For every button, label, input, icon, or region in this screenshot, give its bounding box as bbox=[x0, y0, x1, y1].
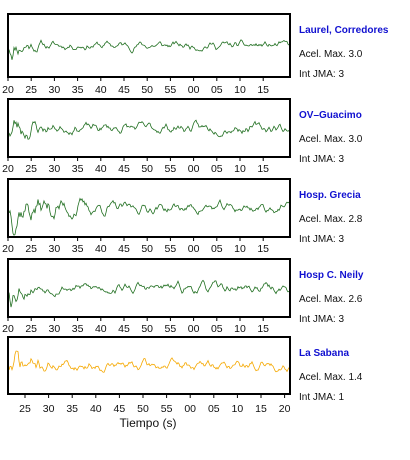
intensity-label: Int JMA: 3 bbox=[299, 154, 344, 165]
x-tick-label: 35 bbox=[72, 84, 84, 96]
x-tick-label: 35 bbox=[72, 243, 84, 255]
x-tick-label: 05 bbox=[208, 403, 220, 415]
seismogram-panel: 20 25 30 35 40 45 50 55 00 05 10 15 OV–Guacimo Acel. … bbox=[2, 98, 363, 175]
x-tick-label: 10 bbox=[234, 243, 246, 255]
x-tick-label: 50 bbox=[141, 163, 153, 175]
x-tick-label: 50 bbox=[141, 84, 153, 96]
x-tick-label: 15 bbox=[257, 243, 269, 255]
x-tick-label: 25 bbox=[25, 323, 37, 335]
accel-max-label: Acel. Max. 1.4 bbox=[299, 372, 363, 383]
accel-max-label: Acel. Max. 3.0 bbox=[299, 134, 363, 145]
x-tick-label: 15 bbox=[257, 84, 269, 96]
intensity-label: Int JMA: 3 bbox=[299, 234, 344, 245]
x-tick-label: 05 bbox=[211, 163, 223, 175]
x-tick-label: 35 bbox=[72, 163, 84, 175]
x-tick-label: 55 bbox=[165, 84, 177, 96]
x-tick-label: 20 bbox=[2, 163, 14, 175]
x-tick-label: 10 bbox=[232, 403, 244, 415]
x-tick-label: 40 bbox=[95, 84, 107, 96]
x-tick-label: 00 bbox=[188, 243, 200, 255]
x-tick-label: 55 bbox=[165, 243, 177, 255]
x-tick-label: 25 bbox=[25, 84, 37, 96]
intensity-label: Int JMA: 3 bbox=[299, 69, 344, 80]
x-tick-label: 20 bbox=[2, 243, 14, 255]
waveform-line bbox=[8, 39, 290, 60]
x-tick-label: 30 bbox=[49, 163, 61, 175]
station-name: Laurel, Corredores bbox=[299, 25, 389, 36]
station-name: Hosp. Grecia bbox=[299, 190, 361, 201]
seismogram-panel: 25 30 35 40 45 50 55 00 05 10 15 20 La Sabana Acel. M… bbox=[7, 336, 363, 415]
x-tick-label: 45 bbox=[118, 163, 130, 175]
waveform-line bbox=[8, 350, 290, 373]
waveform-line bbox=[8, 119, 290, 140]
x-tick-label: 25 bbox=[25, 163, 37, 175]
x-tick-label: 30 bbox=[49, 243, 61, 255]
x-tick-label: 00 bbox=[188, 163, 200, 175]
x-tick-label: 50 bbox=[141, 323, 153, 335]
panel-frame bbox=[7, 336, 291, 395]
x-tick-label: 10 bbox=[234, 84, 246, 96]
x-tick-label: 10 bbox=[234, 323, 246, 335]
accel-max-label: Acel. Max. 3.0 bbox=[299, 49, 363, 60]
x-tick-label: 00 bbox=[188, 323, 200, 335]
x-tick-label: 45 bbox=[118, 323, 130, 335]
seismogram-panel: 20 25 30 35 40 45 50 55 00 05 10 15 Laurel, Corredor… bbox=[2, 13, 389, 96]
x-tick-label: 25 bbox=[19, 403, 31, 415]
x-tick-label: 10 bbox=[234, 163, 246, 175]
x-tick-label: 45 bbox=[118, 84, 130, 96]
x-tick-label: 15 bbox=[257, 323, 269, 335]
x-tick-label: 50 bbox=[137, 403, 149, 415]
x-tick-label: 45 bbox=[114, 403, 126, 415]
waveform-line bbox=[8, 279, 290, 308]
intensity-label: Int JMA: 3 bbox=[299, 314, 344, 325]
x-tick-label: 40 bbox=[95, 163, 107, 175]
waveform-line bbox=[8, 197, 290, 236]
x-tick-label: 50 bbox=[141, 243, 153, 255]
panel-frame bbox=[7, 98, 291, 158]
intensity-label: Int JMA: 1 bbox=[299, 392, 344, 403]
x-axis-title: Tiempo (s) bbox=[120, 416, 177, 430]
panel-frame bbox=[7, 258, 291, 318]
x-tick-label: 20 bbox=[2, 84, 14, 96]
x-tick-label: 40 bbox=[95, 323, 107, 335]
x-tick-label: 30 bbox=[49, 323, 61, 335]
x-tick-label: 45 bbox=[118, 243, 130, 255]
station-name: Hosp C. Neily bbox=[299, 270, 364, 281]
x-tick-label: 55 bbox=[165, 323, 177, 335]
x-tick-label: 00 bbox=[188, 84, 200, 96]
x-tick-label: 05 bbox=[211, 84, 223, 96]
x-tick-label: 40 bbox=[90, 403, 102, 415]
panel-frame bbox=[7, 13, 291, 78]
x-tick-label: 35 bbox=[66, 403, 78, 415]
x-tick-label: 15 bbox=[255, 403, 267, 415]
x-tick-label: 15 bbox=[257, 163, 269, 175]
x-tick-label: 55 bbox=[165, 163, 177, 175]
x-tick-label: 55 bbox=[161, 403, 173, 415]
x-tick-label: 05 bbox=[211, 323, 223, 335]
seismogram-panels: 20 25 30 35 40 45 50 55 00 05 10 15 Laurel, Corredor… bbox=[2, 13, 389, 415]
x-tick-label: 20 bbox=[2, 323, 14, 335]
x-tick-label: 25 bbox=[25, 243, 37, 255]
x-tick-label: 40 bbox=[95, 243, 107, 255]
x-tick-label: 35 bbox=[72, 323, 84, 335]
x-tick-label: 30 bbox=[43, 403, 55, 415]
accel-max-label: Acel. Max. 2.8 bbox=[299, 214, 363, 225]
x-tick-label: 20 bbox=[279, 403, 291, 415]
x-tick-label: 00 bbox=[184, 403, 196, 415]
x-tick-label: 05 bbox=[211, 243, 223, 255]
x-tick-label: 30 bbox=[49, 84, 61, 96]
seismogram-panel: 20 25 30 35 40 45 50 55 00 05 10 15 Hosp C. Neily Ace… bbox=[2, 258, 364, 335]
station-name: OV–Guacimo bbox=[299, 110, 362, 121]
panel-frame bbox=[7, 178, 291, 238]
station-name: La Sabana bbox=[299, 348, 349, 359]
accel-max-label: Acel. Max. 2.6 bbox=[299, 294, 363, 305]
seismogram-panel: 20 25 30 35 40 45 50 55 00 05 10 15 Hosp. Grecia Acel… bbox=[2, 178, 363, 255]
